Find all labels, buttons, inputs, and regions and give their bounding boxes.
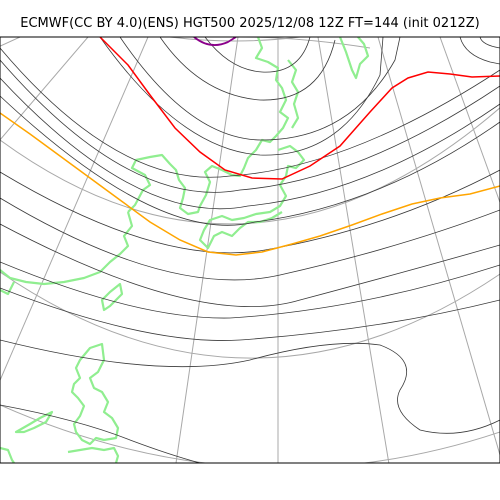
purple-contour (193, 37, 237, 46)
graticule-meridians (0, 37, 500, 463)
height-contours (0, 37, 500, 463)
map-background (0, 37, 500, 463)
coastlines (0, 37, 370, 463)
map-frame (0, 36, 500, 464)
orange-contour (0, 112, 500, 256)
map-title: ECMWF(CC BY 4.0)(ENS) HGT500 2025/12/08 … (20, 16, 480, 31)
red-contour (99, 37, 500, 180)
